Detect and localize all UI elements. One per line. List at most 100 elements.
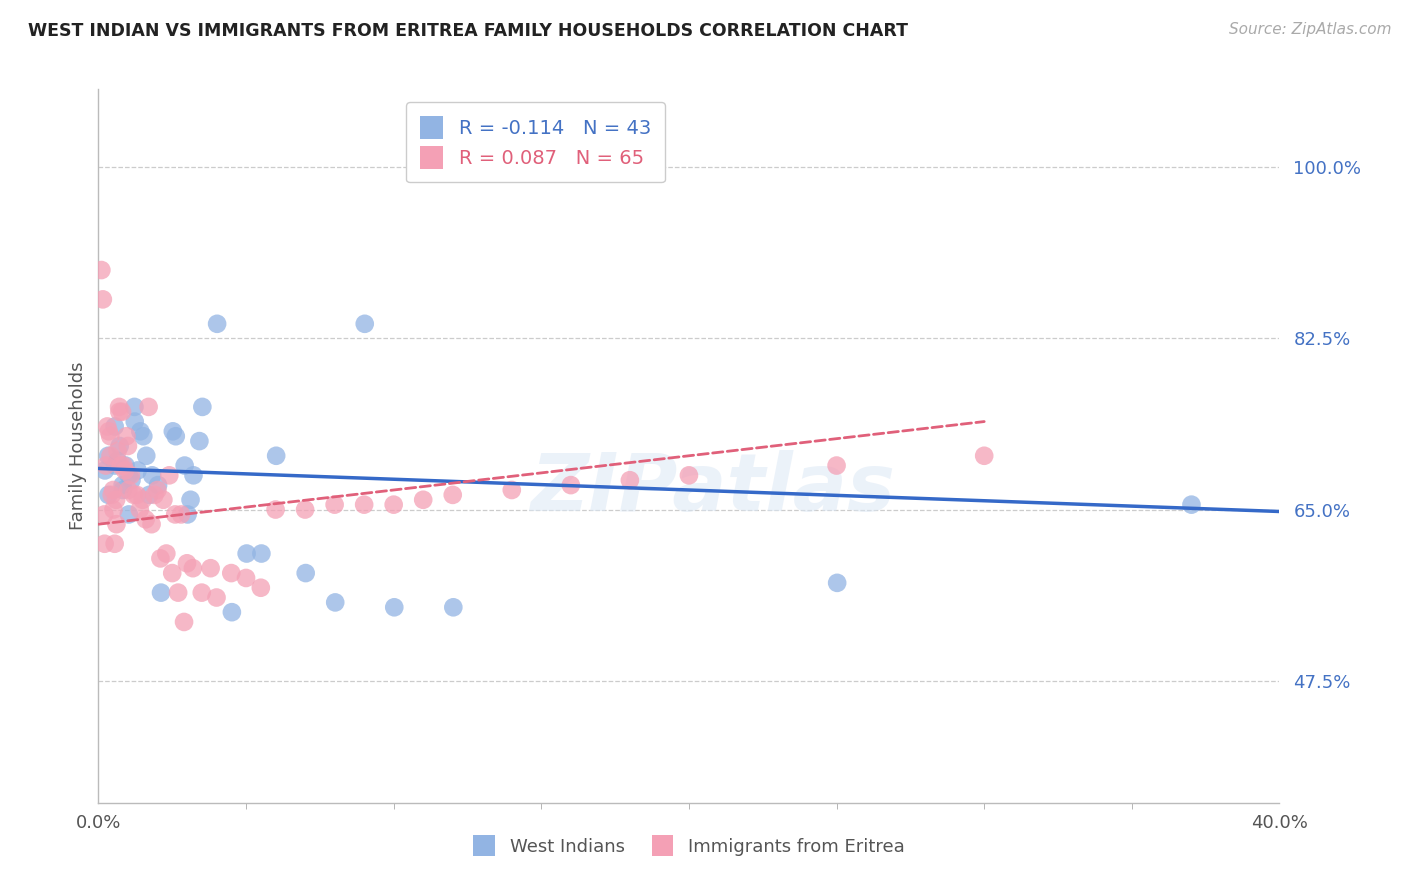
Point xyxy=(155,547,177,561)
Point xyxy=(173,458,195,473)
Point xyxy=(104,458,127,473)
Point xyxy=(141,517,163,532)
Point xyxy=(235,571,257,585)
Point xyxy=(264,449,287,463)
Point xyxy=(973,449,995,463)
Point xyxy=(382,600,405,615)
Point xyxy=(138,488,160,502)
Text: ZIPatlas: ZIPatlas xyxy=(530,450,896,528)
Point xyxy=(97,449,120,463)
Point xyxy=(221,605,243,619)
Point xyxy=(353,317,375,331)
Point xyxy=(117,468,139,483)
Point xyxy=(191,585,214,599)
Point xyxy=(91,293,114,307)
Point xyxy=(146,478,169,492)
Point xyxy=(183,468,205,483)
Point xyxy=(250,547,273,561)
Point xyxy=(105,517,128,532)
Point xyxy=(181,561,204,575)
Point xyxy=(114,458,136,473)
Y-axis label: Family Households: Family Households xyxy=(69,362,87,530)
Point xyxy=(111,478,134,492)
Point xyxy=(221,566,243,580)
Point xyxy=(825,575,848,590)
Point xyxy=(619,473,641,487)
Point xyxy=(98,429,121,443)
Point xyxy=(107,443,129,458)
Point xyxy=(104,537,127,551)
Point xyxy=(111,483,134,497)
Point xyxy=(167,585,190,599)
Point xyxy=(141,468,163,483)
Point xyxy=(191,400,214,414)
Point xyxy=(107,453,129,467)
Point xyxy=(103,502,125,516)
Point xyxy=(825,458,848,473)
Point xyxy=(125,488,148,502)
Point xyxy=(152,492,174,507)
Point xyxy=(108,439,131,453)
Point xyxy=(146,483,169,497)
Point xyxy=(90,263,112,277)
Point xyxy=(97,488,120,502)
Legend: West Indians, Immigrants from Eritrea: West Indians, Immigrants from Eritrea xyxy=(464,826,914,865)
Point xyxy=(157,468,180,483)
Point xyxy=(264,502,287,516)
Point xyxy=(149,551,172,566)
Point xyxy=(173,615,195,629)
Point xyxy=(104,419,127,434)
Point xyxy=(150,585,173,599)
Point xyxy=(162,425,184,439)
Point xyxy=(112,458,135,473)
Point xyxy=(678,468,700,483)
Point xyxy=(200,561,222,575)
Point xyxy=(117,439,139,453)
Point xyxy=(353,498,375,512)
Point xyxy=(501,483,523,497)
Point xyxy=(110,458,132,473)
Point xyxy=(165,508,187,522)
Point xyxy=(323,595,346,609)
Point xyxy=(121,473,143,487)
Point xyxy=(250,581,273,595)
Point xyxy=(118,508,141,522)
Point xyxy=(176,508,198,522)
Point xyxy=(103,483,125,497)
Point xyxy=(100,488,122,502)
Point xyxy=(1180,498,1202,512)
Point xyxy=(108,400,131,414)
Point xyxy=(382,498,405,512)
Point xyxy=(105,492,128,507)
Point xyxy=(294,502,316,516)
Point xyxy=(165,429,187,443)
Point xyxy=(560,478,582,492)
Point xyxy=(114,463,136,477)
Point xyxy=(128,502,150,516)
Point xyxy=(441,600,464,615)
Point xyxy=(205,317,228,331)
Text: WEST INDIAN VS IMMIGRANTS FROM ERITREA FAMILY HOUSEHOLDS CORRELATION CHART: WEST INDIAN VS IMMIGRANTS FROM ERITREA F… xyxy=(28,22,908,40)
Point xyxy=(176,557,198,571)
Point xyxy=(93,508,115,522)
Point xyxy=(124,415,146,429)
Text: Source: ZipAtlas.com: Source: ZipAtlas.com xyxy=(1229,22,1392,37)
Point xyxy=(115,429,138,443)
Point xyxy=(120,468,142,483)
Point xyxy=(94,458,117,473)
Point xyxy=(135,512,157,526)
Point xyxy=(124,400,146,414)
Point xyxy=(108,405,131,419)
Point xyxy=(122,488,145,502)
Point xyxy=(132,429,155,443)
Point xyxy=(96,419,118,434)
Point xyxy=(143,488,166,502)
Point xyxy=(412,492,434,507)
Point xyxy=(162,566,183,580)
Point xyxy=(97,425,120,439)
Point xyxy=(235,547,257,561)
Point xyxy=(180,492,202,507)
Point xyxy=(135,449,157,463)
Point xyxy=(93,537,115,551)
Point xyxy=(129,425,152,439)
